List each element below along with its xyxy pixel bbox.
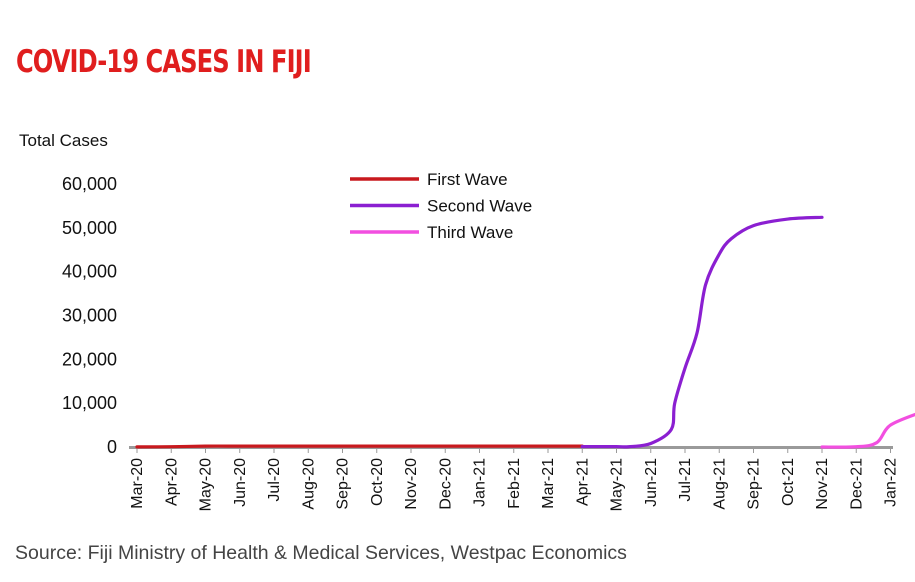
x-tick-label: Nov-21	[814, 458, 831, 510]
x-tick-label: Jul-20	[266, 458, 283, 502]
y-tick-label: 40,000	[62, 262, 117, 282]
y-tick-label: 30,000	[62, 306, 117, 326]
second-wave-line	[580, 215, 824, 449]
x-tick-label: Jan-22	[883, 458, 900, 507]
x-tick-label: May-20	[198, 458, 215, 511]
x-tick-label: Mar-20	[129, 458, 146, 509]
y-axis-ticks: 0 10,000 20,000 30,000 40,000 50,000 60,000	[62, 174, 117, 457]
legend-label: Third Wave	[427, 223, 513, 242]
chart-title: COVID-19 CASES IN FIJI	[16, 44, 312, 80]
y-tick-label: 0	[107, 437, 117, 457]
x-tick-label: May-21	[609, 458, 626, 511]
x-axis-ticks: Mar-20 Apr-20 May-20 Jun-20 Jul-20 Aug-20 Sep-…	[129, 447, 900, 511]
source-note: Source: Fiji Ministry of Health & Medica…	[15, 542, 627, 564]
x-tick-label: Oct-20	[369, 458, 386, 506]
x-tick-label: Nov-20	[403, 458, 420, 510]
line-chart: Total Cases 0 10,000 20,000 30,000 40,000 50,…	[19, 131, 915, 511]
x-tick-label: Jun-21	[643, 458, 660, 507]
x-tick-label: Feb-21	[506, 458, 523, 509]
x-tick-label: Dec-20	[437, 458, 454, 510]
legend-label: Second Wave	[427, 197, 532, 216]
y-axis-label: Total Cases	[19, 131, 108, 150]
x-tick-label: Jul-21	[677, 458, 694, 502]
y-tick-label: 60,000	[62, 174, 117, 194]
x-tick-label: Jan-21	[472, 458, 489, 507]
x-tick-label: Apr-20	[163, 458, 180, 506]
legend: First Wave Second Wave Third Wave	[350, 170, 532, 242]
y-tick-label: 50,000	[62, 218, 117, 238]
legend-label: First Wave	[427, 170, 508, 189]
x-tick-label: Mar-21	[540, 458, 557, 509]
x-tick-label: Jun-20	[232, 458, 249, 507]
x-tick-label: Sep-21	[746, 458, 763, 510]
x-tick-label: Aug-20	[300, 458, 317, 510]
x-tick-label: Apr-21	[574, 458, 591, 506]
y-tick-label: 10,000	[62, 393, 117, 413]
third-wave-line	[820, 412, 915, 449]
x-tick-label: Aug-21	[711, 458, 728, 510]
x-tick-label: Oct-21	[780, 458, 797, 506]
first-wave-line	[135, 444, 584, 449]
x-tick-label: Sep-20	[335, 458, 352, 510]
y-tick-label: 20,000	[62, 349, 117, 369]
x-tick-label: Dec-21	[848, 458, 865, 510]
series-lines	[135, 215, 915, 449]
